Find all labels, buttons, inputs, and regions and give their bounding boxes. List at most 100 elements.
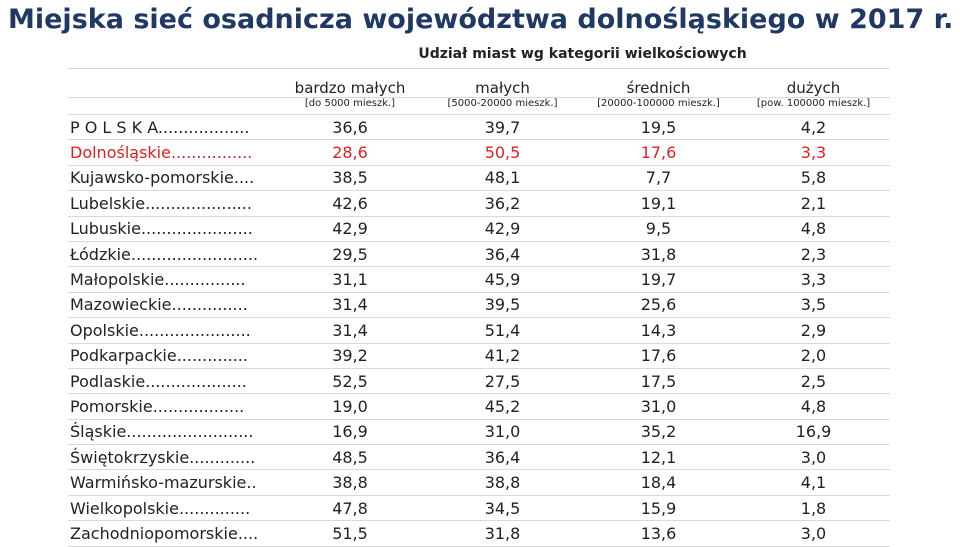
cell-value: 4,8: [737, 393, 891, 420]
cell-value: 29,5: [275, 241, 425, 268]
row-label: Lubelskie.....................: [68, 190, 275, 217]
cell-value: 16,9: [737, 419, 891, 446]
column-header: bardzo małych: [275, 68, 425, 98]
empty-cell: [68, 68, 275, 98]
table-row: Kujawsko-pomorskie.... 38,5 48,1 7,7 5,8: [68, 165, 891, 192]
cell-value: 38,5: [275, 165, 425, 192]
cell-value: 19,7: [580, 266, 737, 293]
cell-value: 48,1: [425, 165, 580, 192]
cell-value: 31,0: [425, 419, 580, 446]
table-row: Zachodniopomorskie.... 51,5 31,8 13,6 3,0: [68, 520, 891, 547]
row-label: Opolskie......................: [68, 317, 275, 344]
table-row: Podlaskie.................... 52,5 27,5 17,…: [68, 368, 891, 395]
cell-value: 47,8: [275, 495, 425, 522]
cell-value: 38,8: [275, 469, 425, 496]
cell-value: 19,1: [580, 190, 737, 217]
cell-value: 42,9: [275, 216, 425, 242]
row-label: Kujawsko-pomorskie....: [68, 165, 275, 192]
cell-value: 4,8: [737, 216, 891, 242]
group-header: Udział miast wg kategorii wielkościowych: [275, 40, 891, 69]
table-head: Udział miast wg kategorii wielkościowych…: [68, 40, 891, 115]
cell-value: 4,1: [737, 469, 891, 496]
column-header: małych: [425, 68, 580, 98]
cell-value: 48,5: [275, 444, 425, 471]
cell-value: 2,1: [737, 190, 891, 217]
cell-value: 5,8: [737, 165, 891, 192]
row-label: Podkarpackie..............: [68, 343, 275, 369]
cell-value: 31,8: [425, 520, 580, 547]
row-label: P O L S K A..................: [68, 114, 275, 141]
table-row: Śląskie......................... 16,9 31,0…: [68, 419, 891, 446]
cell-value: 25,6: [580, 292, 737, 319]
row-label: Mazowieckie...............: [68, 292, 275, 319]
row-label: Wielkopolskie..............: [68, 495, 275, 522]
table-row: Warmińsko-mazurskie.. 38,8 38,8 18,4 4,1: [68, 469, 891, 496]
cell-value: 3,3: [737, 139, 891, 166]
cell-value: 2,5: [737, 368, 891, 395]
table-row: Pomorskie.................. 19,0 45,2 31,0 4…: [68, 393, 891, 420]
cell-value: 19,5: [580, 114, 737, 141]
cell-value: 35,2: [580, 419, 737, 446]
table-row: Dolnośląskie................ 28,6 50,5 17,6…: [68, 139, 891, 166]
cell-value: 7,7: [580, 165, 737, 192]
row-label: Dolnośląskie................: [68, 139, 275, 166]
row-label: Zachodniopomorskie....: [68, 520, 275, 547]
table-body: P O L S K A.................. 36,6 39,7 19,…: [68, 114, 891, 547]
row-label: Świętokrzyskie.............: [68, 444, 275, 471]
table-row: Wielkopolskie.............. 47,8 34,5 15,9 1…: [68, 495, 891, 522]
cell-value: 38,8: [425, 469, 580, 496]
cell-value: 31,0: [580, 393, 737, 420]
cell-value: 45,9: [425, 266, 580, 293]
cell-value: 31,1: [275, 266, 425, 293]
cell-value: 42,6: [275, 190, 425, 217]
table-row: Mazowieckie............... 31,4 39,5 25,6 3,…: [68, 292, 891, 319]
cell-value: 50,5: [425, 139, 580, 166]
table-row: P O L S K A.................. 36,6 39,7 19,…: [68, 114, 891, 141]
column-subheader: [pow. 100000 mieszk.]: [737, 97, 891, 115]
cell-value: 2,9: [737, 317, 891, 344]
table-row: Lubuskie...................... 42,9 42,9 9,…: [68, 216, 891, 242]
cell-value: 27,5: [425, 368, 580, 395]
cell-value: 45,2: [425, 393, 580, 420]
cell-value: 52,5: [275, 368, 425, 395]
column-header: średnich: [580, 68, 737, 98]
column-header: dużych: [737, 68, 891, 98]
table-row: Małopolskie................ 31,1 45,9 19,7 3…: [68, 266, 891, 293]
empty-cell: [68, 97, 275, 115]
cell-value: 16,9: [275, 419, 425, 446]
cell-value: 41,2: [425, 343, 580, 369]
row-label: Lubuskie......................: [68, 216, 275, 242]
cell-value: 51,4: [425, 317, 580, 344]
table-row: Lubelskie..................... 42,6 36,2 19…: [68, 190, 891, 217]
row-label: Pomorskie..................: [68, 393, 275, 420]
cell-value: 34,5: [425, 495, 580, 522]
cell-value: 3,3: [737, 266, 891, 293]
cell-value: 36,4: [425, 241, 580, 268]
table-row: Opolskie...................... 31,4 51,4 14…: [68, 317, 891, 344]
cell-value: 17,6: [580, 343, 737, 369]
table-row: Łódzkie......................... 29,5 36,4…: [68, 241, 891, 268]
cell-value: 2,3: [737, 241, 891, 268]
cell-value: 42,9: [425, 216, 580, 242]
cell-value: 19,0: [275, 393, 425, 420]
cell-value: 39,2: [275, 343, 425, 369]
row-label: Śląskie.........................: [68, 419, 275, 446]
cell-value: 2,0: [737, 343, 891, 369]
cell-value: 39,5: [425, 292, 580, 319]
cell-value: 9,5: [580, 216, 737, 242]
cell-value: 31,8: [580, 241, 737, 268]
cell-value: 14,3: [580, 317, 737, 344]
cell-value: 36,6: [275, 114, 425, 141]
column-subheader: [5000-20000 mieszk.]: [425, 97, 580, 115]
column-row: bardzo małych małych średnich dużych: [68, 68, 891, 98]
table-row: Świętokrzyskie............. 48,5 36,4 12,1 3…: [68, 444, 891, 471]
cell-value: 3,0: [737, 520, 891, 547]
cell-value: 3,5: [737, 292, 891, 319]
cell-value: 3,0: [737, 444, 891, 471]
column-subheader: [do 5000 mieszk.]: [275, 97, 425, 115]
cell-value: 17,5: [580, 368, 737, 395]
group-row: Udział miast wg kategorii wielkościowych: [68, 40, 891, 69]
data-table: Udział miast wg kategorii wielkościowych…: [68, 40, 891, 547]
row-label: Podlaskie....................: [68, 368, 275, 395]
